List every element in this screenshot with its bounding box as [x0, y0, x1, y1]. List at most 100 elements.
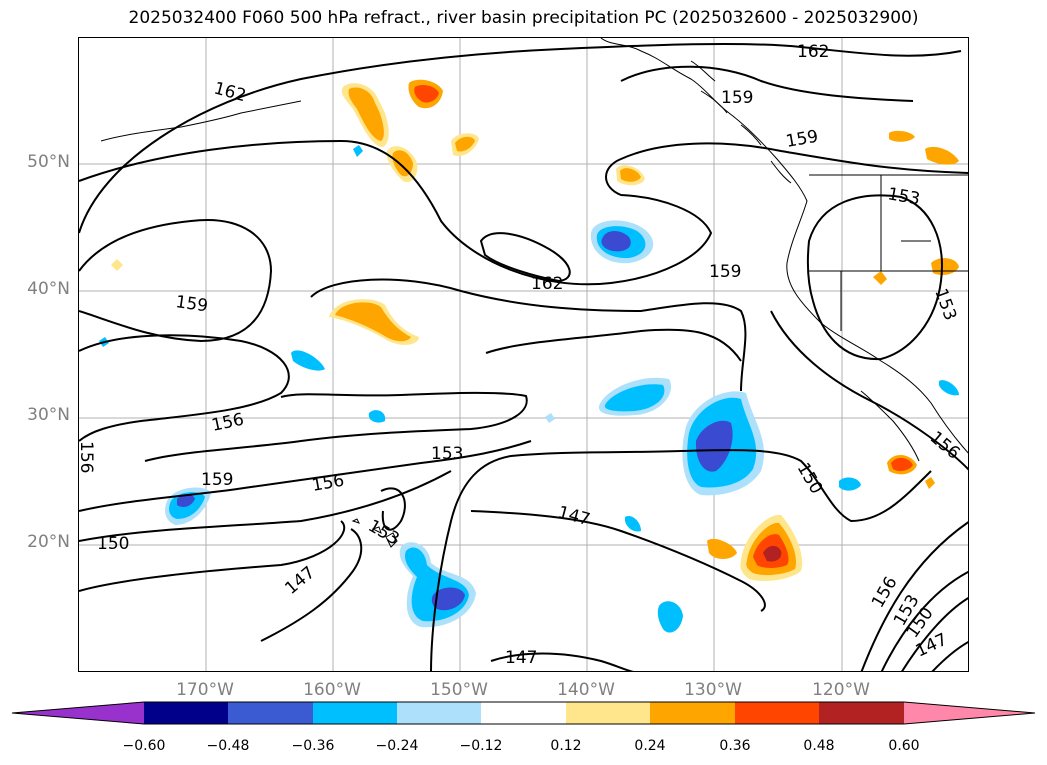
coastlines: [100, 38, 968, 548]
colorbar-segment: [481, 702, 566, 724]
lon-label-150w: 150°W: [430, 680, 488, 700]
pos-blob-mid: [873, 271, 887, 285]
latitude-labels: 50°N 40°N 30°N 20°N: [0, 0, 70, 765]
neg-blob-mid: [604, 384, 665, 412]
colorbar-segment: [228, 702, 313, 724]
gridlines: [79, 38, 968, 671]
contour-label: 156: [868, 573, 902, 611]
pos-blob-strong: [414, 85, 439, 103]
neg-blob-mid: [625, 515, 641, 532]
contour-label: 162: [531, 274, 563, 294]
colorbar-tick-label: 0.12: [550, 738, 582, 754]
colorbar-extend-high: [904, 702, 1035, 724]
neg-blob-strong: [177, 494, 195, 507]
positive-anomaly-areas: [111, 79, 959, 581]
contour-159-west: [79, 219, 273, 343]
pos-blob-mid: [348, 87, 384, 141]
contour-156-east: [770, 310, 968, 471]
neg-blob-light: [545, 413, 555, 423]
contour-label: 153: [431, 444, 463, 464]
contour-156-south: [144, 391, 528, 462]
contour-label: 147: [281, 563, 319, 599]
colorbar-tick-label: 0.48: [803, 738, 835, 754]
contour-label: 162: [797, 42, 829, 62]
negative-anomaly-areas: [99, 145, 959, 633]
contour-156-se: [860, 521, 968, 671]
contour-153-se: [880, 570, 968, 671]
contour-156-long: [79, 440, 532, 512]
lon-label-140w: 140°W: [557, 680, 615, 700]
baja-california: [860, 390, 920, 462]
neg-blob-mid: [657, 601, 683, 633]
contour-label: 159: [201, 470, 233, 490]
colorbar-tick-label: −0.48: [206, 738, 250, 754]
contour-156-west: [79, 334, 290, 442]
pos-blob-mid: [335, 302, 411, 342]
contour-150: [79, 520, 346, 592]
neg-blob-mid: [405, 547, 469, 622]
contour-label: 159: [721, 88, 753, 108]
contour-150-east: [430, 449, 932, 671]
neg-blob-strong: [431, 587, 465, 611]
colorbar-tick-label: 0.60: [888, 738, 920, 754]
pos-blob-mid: [707, 538, 737, 559]
colorbar-extend-low: [12, 702, 144, 724]
lat-label-50n: 50°N: [27, 152, 70, 172]
contour-label: 150: [97, 534, 129, 554]
contour-147-south: [490, 652, 634, 671]
contour-label: 159: [709, 262, 741, 282]
map-canvas: 162 162 159 159 159 159 153 153 156 156 …: [79, 38, 968, 671]
neg-blob-mid: [939, 380, 959, 396]
contour-147-se: [931, 641, 968, 671]
contour-147: [260, 528, 363, 642]
pos-blob-mid: [620, 168, 641, 182]
contour-162-north: [79, 42, 962, 234]
contour-150-se: [901, 597, 968, 671]
colorbar-tick-label: 0.36: [719, 738, 751, 754]
pos-blob-dark: [763, 545, 782, 562]
colorbar-segment: [735, 702, 819, 724]
aleutian-chain: [100, 100, 302, 142]
pos-blob-mid: [455, 136, 475, 152]
lat-label-20n: 20°N: [27, 532, 70, 552]
pos-blob-mid: [392, 150, 413, 177]
pos-blob-mid: [889, 130, 915, 142]
colorbar-tick-label: −0.12: [459, 738, 503, 754]
contour-162-closed: [479, 232, 571, 283]
colorbar-tick-label: 0.24: [634, 738, 666, 754]
pos-blob-light: [111, 259, 123, 271]
colorbar-tick-label: −0.60: [122, 738, 166, 754]
neg-blob-mid: [353, 145, 363, 157]
neg-blob-strong: [695, 420, 733, 472]
contour-153-small: [380, 487, 406, 531]
neg-blob-strong: [601, 231, 631, 252]
contour-label: 156: [79, 441, 96, 473]
colorbar-tick-label: −0.36: [291, 738, 335, 754]
pos-blob-mid: [931, 258, 959, 275]
contour-159: [79, 139, 968, 286]
contour-label: 156: [210, 410, 246, 436]
contour-153-closed: [806, 194, 943, 361]
colorbar-segment: [566, 702, 650, 724]
lat-label-30n: 30°N: [27, 405, 70, 425]
contour-label: 159: [174, 292, 209, 316]
alaska-panhandle-islands: [690, 60, 792, 184]
contour-label: 159: [784, 127, 819, 152]
colorbar-segment: [313, 702, 397, 724]
neg-blob-mid: [291, 350, 325, 371]
contour-147-mid: [470, 510, 766, 612]
pos-blob-mid: [925, 477, 935, 489]
lon-label-130w: 130°W: [684, 680, 742, 700]
contour-label: 156: [310, 471, 345, 496]
contour-label: 162: [212, 79, 249, 107]
north-america-coast: [600, 38, 968, 454]
colorbar-outline: [11, 701, 1036, 725]
refractivity-contours: [79, 42, 968, 671]
lon-label-120w: 120°W: [812, 680, 870, 700]
contour-label: 147: [505, 648, 537, 668]
contour-153-long: [79, 470, 452, 542]
contour-label: 153: [886, 184, 921, 209]
lon-label-170w: 170°W: [176, 680, 234, 700]
contour-label-group: 162 162 159 159 159 159 153 153 156 156 …: [79, 42, 964, 668]
contour-156-mid: [310, 278, 747, 392]
